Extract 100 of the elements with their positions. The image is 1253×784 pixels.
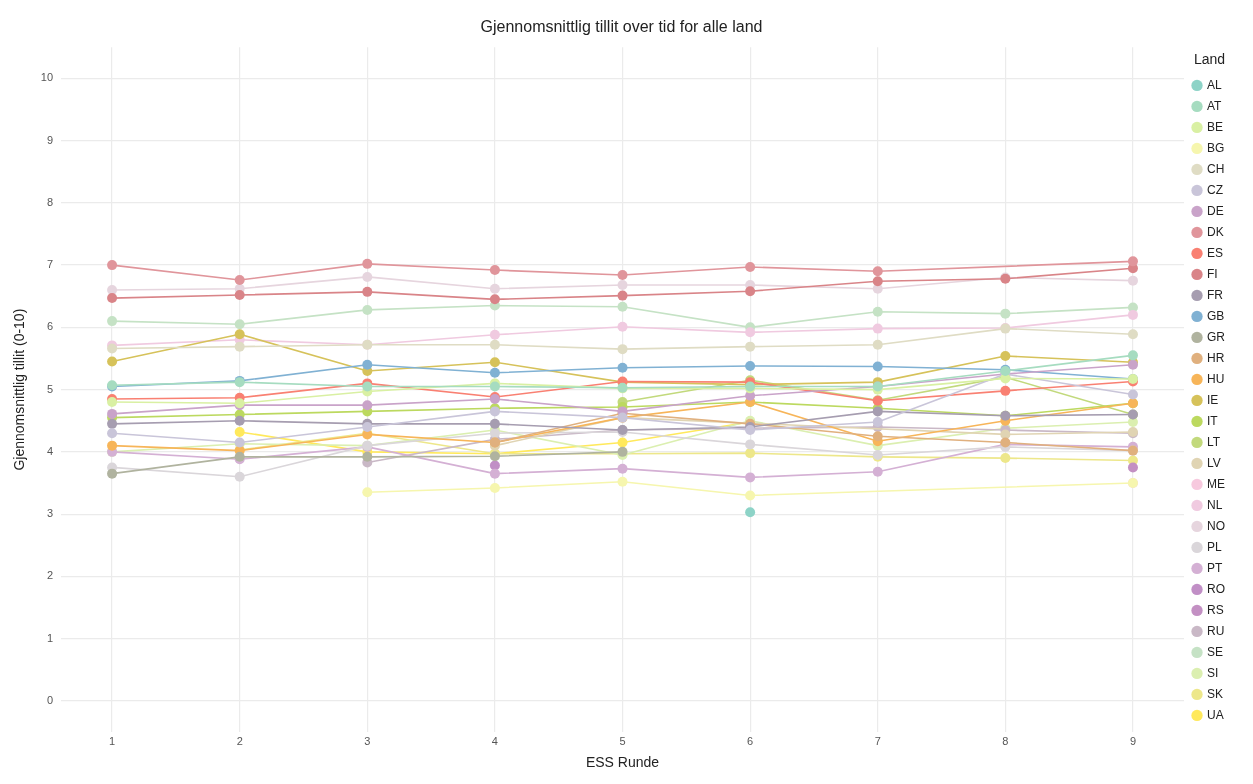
point	[362, 304, 373, 315]
legend-label: IT	[1207, 413, 1219, 428]
legend-label: GB	[1207, 308, 1225, 323]
point	[872, 466, 883, 477]
point	[234, 319, 245, 330]
point	[107, 293, 118, 304]
legend-label: NO	[1207, 518, 1225, 533]
point	[872, 266, 883, 277]
y-tick-label: 0	[46, 693, 54, 706]
point	[745, 439, 756, 450]
point	[617, 463, 628, 474]
point	[745, 448, 756, 459]
point	[872, 416, 883, 427]
legend-label: RU	[1207, 623, 1225, 638]
point	[1000, 308, 1011, 319]
legend-label: AL	[1207, 77, 1222, 92]
point	[745, 360, 756, 371]
x-tick-label: 4	[491, 734, 498, 747]
point	[745, 490, 756, 501]
point	[489, 482, 500, 493]
legend-label: DE	[1207, 203, 1224, 218]
legend-label: SE	[1207, 644, 1224, 659]
point	[1127, 256, 1138, 267]
point	[234, 415, 245, 426]
point	[617, 321, 628, 332]
x-tick-label: 8	[1002, 734, 1009, 747]
y-tick-label: 8	[46, 195, 54, 208]
legend-label: RO	[1207, 581, 1225, 596]
point	[107, 316, 118, 327]
point	[745, 472, 756, 483]
legend-label: AT	[1207, 98, 1223, 113]
point	[362, 400, 373, 411]
point	[107, 260, 118, 271]
legend-label: PT	[1207, 560, 1223, 575]
legend-title: Land	[1193, 51, 1226, 68]
legend-label: IE	[1207, 392, 1219, 407]
point	[489, 468, 500, 479]
x-tick-label: 2	[236, 734, 243, 747]
point	[617, 437, 628, 448]
point	[745, 286, 756, 297]
point	[107, 418, 118, 429]
point	[234, 329, 245, 340]
point	[234, 289, 245, 300]
point	[234, 275, 245, 286]
chart-title: Gjennomsnittlig tillit over tid for alle land	[480, 18, 763, 36]
legend-label: BE	[1207, 119, 1224, 134]
point	[1127, 350, 1138, 361]
point	[489, 329, 500, 340]
point	[745, 507, 756, 518]
y-tick-label: 3	[46, 507, 54, 520]
legend-label: RS	[1207, 602, 1224, 617]
y-tick-label: 1	[46, 631, 54, 644]
point	[234, 341, 245, 352]
point	[234, 471, 245, 482]
point	[362, 359, 373, 370]
x-tick-label: 5	[619, 734, 626, 747]
legend-label: GR	[1207, 329, 1226, 344]
point	[872, 361, 883, 372]
point	[1127, 462, 1138, 473]
x-tick-label: 9	[1129, 734, 1137, 747]
legend-label: FR	[1207, 287, 1224, 302]
point	[1000, 385, 1011, 396]
point	[489, 339, 500, 350]
point	[617, 290, 628, 301]
legend-label: BG	[1207, 140, 1225, 155]
point	[362, 271, 373, 282]
y-tick-label: 7	[46, 258, 54, 271]
legend-label: LV	[1207, 455, 1221, 470]
y-tick-label: 2	[46, 569, 54, 582]
legend-label: PL	[1207, 539, 1222, 554]
point	[362, 286, 373, 297]
point	[234, 426, 245, 437]
point	[617, 344, 628, 355]
legend-label: HR	[1207, 350, 1225, 365]
legend-label: CZ	[1207, 182, 1223, 197]
point	[617, 476, 628, 487]
legend-label: FI	[1207, 266, 1218, 281]
legend-label: SI	[1207, 665, 1219, 680]
legend-label: SK	[1207, 686, 1224, 701]
point	[107, 356, 118, 367]
point	[1127, 309, 1138, 320]
point	[489, 357, 500, 368]
x-tick-label: 6	[747, 734, 754, 747]
point	[872, 339, 883, 350]
point	[1127, 389, 1138, 400]
legend-label: ES	[1207, 245, 1224, 260]
point	[489, 283, 500, 294]
legend-label: CH	[1207, 161, 1225, 176]
legend-label: ME	[1207, 476, 1225, 491]
point	[107, 397, 118, 408]
point	[489, 367, 500, 378]
y-axis-title: Gjennomsnittlig tillit (0-10)	[11, 308, 28, 471]
point	[362, 258, 373, 269]
x-axis-title: ESS Runde	[585, 754, 660, 771]
point	[745, 261, 756, 272]
point	[872, 323, 883, 334]
x-tick-label: 1	[109, 734, 116, 747]
point	[1000, 453, 1011, 464]
point	[107, 468, 118, 479]
legend-label: DK	[1207, 224, 1224, 239]
